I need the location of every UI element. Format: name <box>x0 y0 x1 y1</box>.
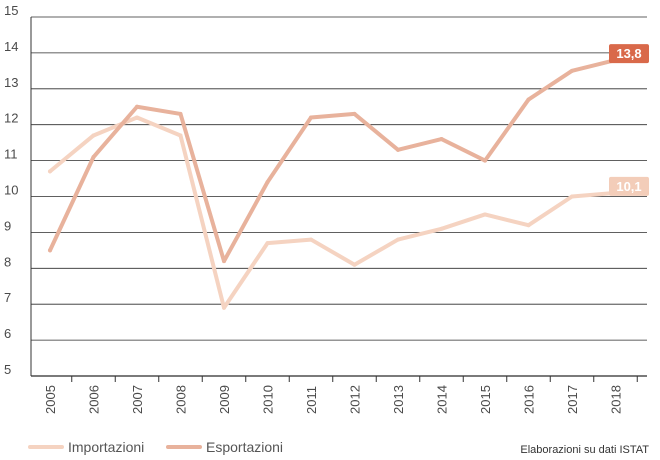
y-tick-label: 15 <box>4 3 18 18</box>
data-point-esportazioni <box>352 111 357 116</box>
grid-layer <box>30 16 647 382</box>
y-tick-label: 10 <box>4 183 18 198</box>
end-label-importazioni: 10,1 <box>609 176 649 196</box>
data-point-importazioni <box>396 237 400 242</box>
end-label-value: 10,1 <box>616 179 641 194</box>
data-point-esportazioni <box>570 68 574 73</box>
data-point-esportazioni <box>483 158 487 163</box>
source-annotation: Elaborazioni su dati ISTAT <box>520 444 649 456</box>
data-point-importazioni <box>178 133 183 138</box>
data-point-esportazioni <box>91 155 96 160</box>
data-point-importazioni <box>570 194 574 199</box>
data-point-importazioni <box>526 223 531 228</box>
series-line-esportazioni <box>48 58 618 264</box>
y-tick-label: 12 <box>4 111 18 126</box>
legend-label: Importazioni <box>68 439 144 455</box>
y-tick-label: 8 <box>4 254 11 269</box>
legend-item-importazioni: Importazioni <box>28 439 144 455</box>
data-point-esportazioni <box>309 115 313 120</box>
data-point-importazioni <box>135 115 139 120</box>
y-tick-label: 5 <box>4 362 11 377</box>
y-tick-label: 11 <box>4 147 18 162</box>
data-point-importazioni <box>483 212 487 217</box>
data-point-esportazioni <box>396 147 400 152</box>
x-tick-label: 2006 <box>87 385 102 414</box>
end-label-value: 13,8 <box>616 46 641 61</box>
x-tick-label: 2010 <box>261 385 276 414</box>
data-point-esportazioni <box>526 97 531 102</box>
legend-label: Esportazioni <box>206 439 283 455</box>
x-tick-label: 2012 <box>348 385 363 414</box>
legend: Importazioni Esportazioni <box>28 439 283 455</box>
x-tick-label: 2009 <box>217 385 232 414</box>
y-tick-label: 6 <box>4 326 11 341</box>
x-tick-label: 2016 <box>522 385 537 414</box>
legend-item-esportazioni: Esportazioni <box>166 439 283 455</box>
end-label-box <box>609 44 649 64</box>
y-tick-label: 13 <box>4 75 18 90</box>
series-layer <box>48 58 618 310</box>
x-tick-label: 2005 <box>43 385 58 414</box>
y-tick-label: 7 <box>4 290 11 305</box>
series-line-importazioni <box>48 115 618 310</box>
data-point-importazioni <box>352 262 357 267</box>
data-point-esportazioni <box>265 180 270 185</box>
x-tick-label: 2008 <box>174 385 189 414</box>
end-label-esportazioni: 13,8 <box>609 44 649 64</box>
x-tick-label: 2011 <box>304 386 319 414</box>
x-tick-label: 2017 <box>565 385 580 414</box>
data-point-importazioni <box>265 241 270 246</box>
data-point-esportazioni <box>222 259 226 264</box>
data-point-esportazioni <box>48 248 52 253</box>
end-label-box <box>609 176 649 196</box>
y-tick-label: 9 <box>4 218 11 233</box>
data-point-esportazioni <box>135 104 139 109</box>
data-point-importazioni <box>222 305 226 310</box>
data-point-importazioni <box>48 169 52 174</box>
y-tick-label: 14 <box>4 39 18 54</box>
data-point-importazioni <box>91 133 96 138</box>
data-point-importazioni <box>439 226 444 231</box>
data-point-esportazioni <box>178 111 183 116</box>
x-tick-label: 2013 <box>391 385 406 414</box>
x-tick-label: 2007 <box>130 385 145 414</box>
labels-layer: 5 6 7 8 9 10 11 12 13 14 15 2005 2006 2007 2008 2009 201… <box>4 3 649 414</box>
data-point-importazioni <box>309 237 313 242</box>
data-point-esportazioni <box>439 137 444 142</box>
x-tick-label: 2015 <box>478 385 493 414</box>
x-tick-label: 2014 <box>435 385 450 414</box>
x-tick-label: 2018 <box>609 385 624 414</box>
